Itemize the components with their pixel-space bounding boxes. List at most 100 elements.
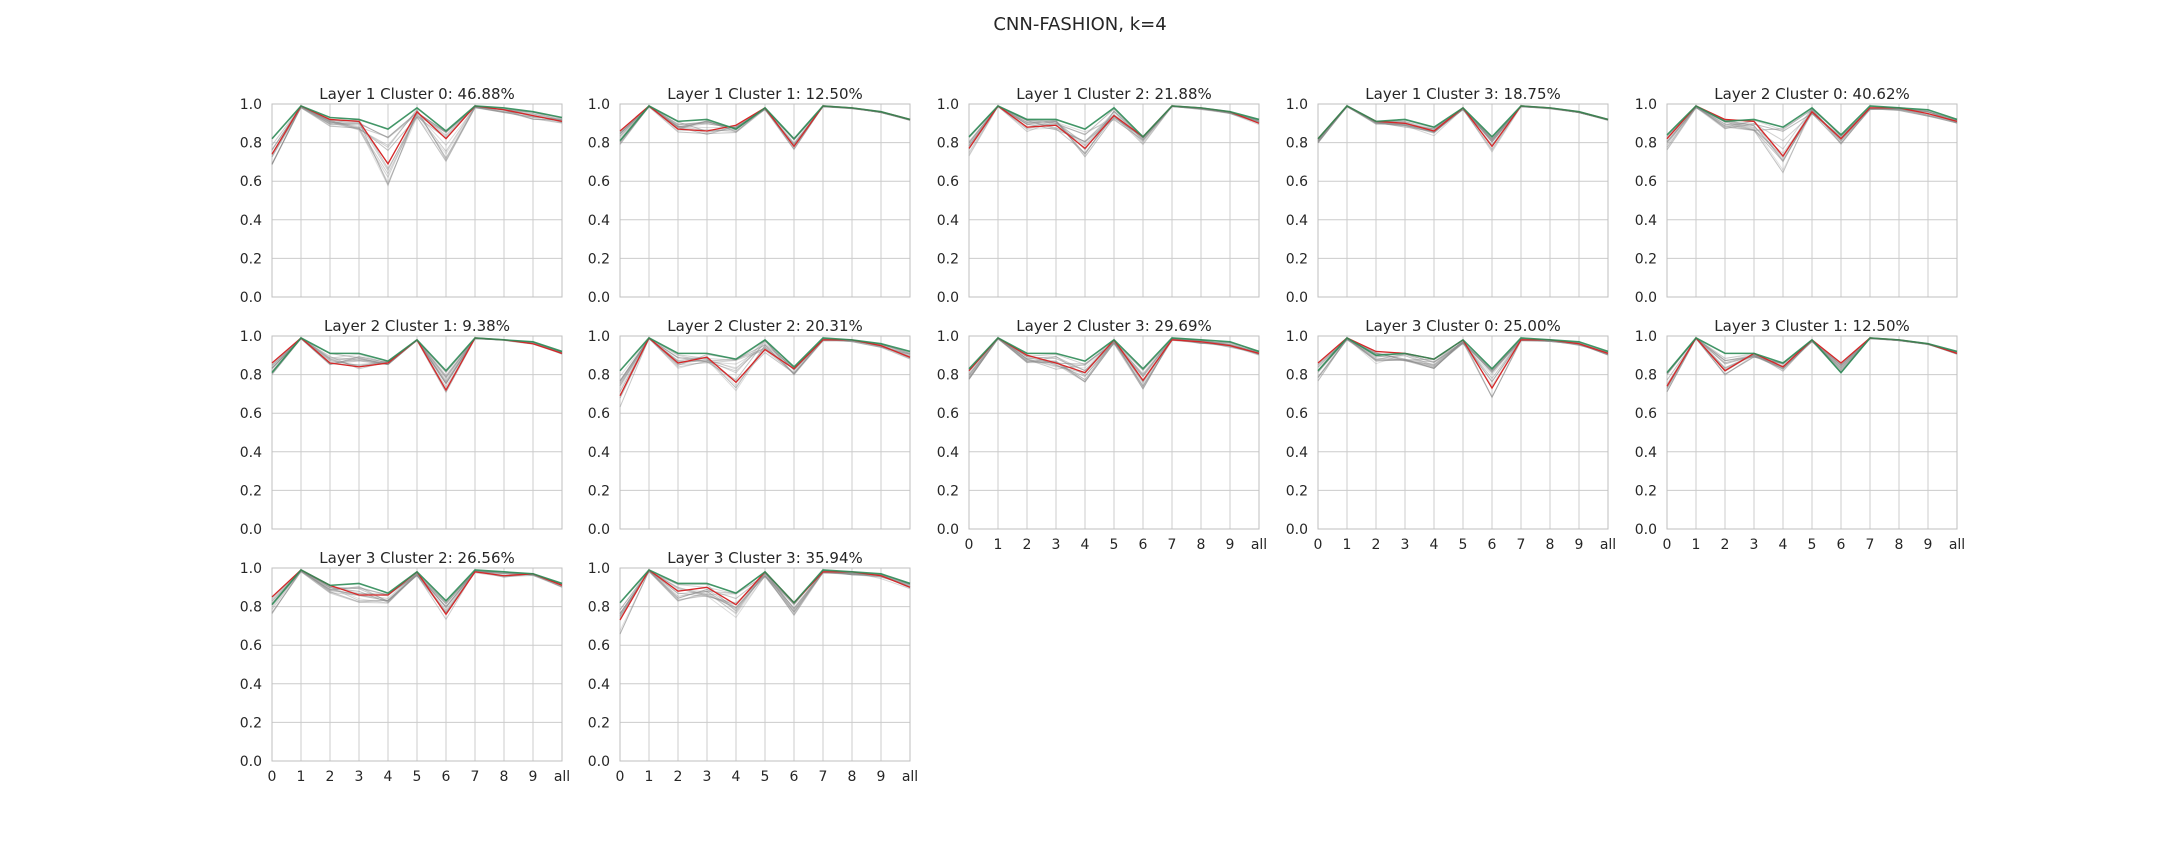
- subplot-10: Layer 3 Cluster 1: 12.50% 0.0 0.2 0.4 0.6 0.8…: [1635, 317, 1965, 553]
- subplot-title: Layer 1 Cluster 0: 46.88%: [319, 85, 514, 103]
- best-line: [1666, 336, 1958, 374]
- x-tick-label: 7: [1866, 537, 1875, 553]
- worst-line: [1666, 105, 1958, 158]
- x-tick-label: 4: [1430, 537, 1439, 553]
- x-tick-label: 5: [413, 769, 422, 785]
- y-tick-label: 0.6: [588, 638, 610, 654]
- member-line: [619, 570, 911, 635]
- x-tick-label: 3: [1052, 537, 1061, 553]
- member-line: [1666, 105, 1958, 145]
- x-tick-label: 7: [819, 769, 828, 785]
- y-tick-label: 0.4: [1635, 213, 1657, 229]
- y-tick-label: 0.0: [240, 754, 262, 770]
- x-tick-label: 2: [1372, 537, 1381, 553]
- subplot-title: Layer 2 Cluster 0: 40.62%: [1714, 85, 1909, 103]
- y-tick-label: 1.0: [1635, 97, 1657, 113]
- member-line: [1666, 105, 1958, 146]
- subplot-frame: [1317, 103, 1609, 298]
- subplot-1: Layer 1 Cluster 0: 46.88% 0.0 0.2 0.4 0.6 0.8…: [240, 85, 563, 306]
- member-line: [619, 569, 911, 617]
- subplot-title: Layer 2 Cluster 3: 29.69%: [1016, 317, 1211, 335]
- y-tick-label: 0.6: [1635, 406, 1657, 422]
- y-tick-label: 0.6: [1286, 174, 1308, 190]
- y-tick-label: 0.0: [1635, 522, 1657, 538]
- best-line: [968, 104, 1260, 138]
- y-tick-label: 0.4: [1286, 445, 1308, 461]
- member-line: [619, 571, 911, 615]
- x-tick-label: 8: [1546, 537, 1555, 553]
- y-tick-label: 1.0: [588, 329, 610, 345]
- subplot-frame: [619, 103, 911, 298]
- subplot-2: Layer 1 Cluster 1: 12.50% 0.0 0.2 0.4 0.6 0.8…: [588, 85, 911, 306]
- x-tick-label: all: [1600, 537, 1616, 553]
- y-tick-label: 1.0: [240, 561, 262, 577]
- member-line: [619, 570, 911, 619]
- subplot-title: Layer 1 Cluster 3: 18.75%: [1365, 85, 1560, 103]
- subplot-4: Layer 1 Cluster 3: 18.75% 0.0 0.2 0.4 0.6 0.8…: [1286, 85, 1609, 306]
- x-tick-label: 2: [1023, 537, 1032, 553]
- best-line: [1317, 336, 1609, 372]
- y-tick-label: 1.0: [588, 561, 610, 577]
- member-line: [271, 106, 563, 162]
- x-tick-label: 6: [1139, 537, 1148, 553]
- y-tick-label: 0.4: [1286, 213, 1308, 229]
- best-line: [619, 104, 911, 142]
- y-tick-label: 0.4: [937, 445, 959, 461]
- x-tick-label: 0: [1663, 537, 1672, 553]
- y-tick-label: 0.2: [588, 715, 610, 731]
- subplot-title: Layer 3 Cluster 1: 12.50%: [1714, 317, 1909, 335]
- x-tick-label: 1: [645, 769, 654, 785]
- y-tick-label: 0.6: [588, 174, 610, 190]
- y-tick-label: 0.4: [240, 445, 262, 461]
- y-tick-label: 0.8: [588, 600, 610, 616]
- member-line: [271, 569, 563, 613]
- subplot-title: Layer 3 Cluster 0: 25.00%: [1365, 317, 1560, 335]
- best-line: [271, 104, 563, 140]
- subplot-9: Layer 3 Cluster 0: 25.00% 0.0 0.2 0.4 0.6 0.8…: [1286, 317, 1616, 553]
- y-tick-label: 0.2: [1286, 483, 1308, 499]
- best-line: [619, 568, 911, 604]
- x-tick-label: 9: [529, 769, 538, 785]
- x-tick-label: 6: [790, 769, 799, 785]
- x-tick-label: 2: [1721, 537, 1730, 553]
- y-tick-label: 0.8: [240, 600, 262, 616]
- x-tick-label: 1: [1692, 537, 1701, 553]
- x-tick-label: all: [1251, 537, 1267, 553]
- y-tick-label: 1.0: [240, 97, 262, 113]
- x-tick-label: 3: [1750, 537, 1759, 553]
- y-tick-label: 0.4: [588, 677, 610, 693]
- y-tick-label: 0.2: [588, 483, 610, 499]
- subplot-5: Layer 2 Cluster 0: 40.62% 0.0 0.2 0.4 0.6 0.8…: [1635, 85, 1958, 306]
- subplot-title: Layer 1 Cluster 2: 21.88%: [1016, 85, 1211, 103]
- subplot-frame: [968, 335, 1260, 530]
- y-tick-label: 1.0: [937, 329, 959, 345]
- x-tick-label: 2: [326, 769, 335, 785]
- y-tick-label: 0.8: [1635, 368, 1657, 384]
- member-line: [271, 569, 563, 610]
- x-tick-label: all: [902, 769, 918, 785]
- y-tick-label: 0.4: [937, 213, 959, 229]
- x-tick-label: 7: [1517, 537, 1526, 553]
- member-line: [619, 570, 911, 612]
- figure-title: CNN-FASHION, k=4: [993, 14, 1167, 35]
- y-tick-label: 0.8: [240, 368, 262, 384]
- y-tick-label: 0.2: [937, 483, 959, 499]
- x-tick-label: 7: [471, 769, 480, 785]
- subplot-title: Layer 2 Cluster 2: 20.31%: [667, 317, 862, 335]
- y-tick-label: 0.2: [240, 715, 262, 731]
- y-tick-label: 0.2: [937, 251, 959, 267]
- y-tick-label: 0.0: [937, 290, 959, 306]
- y-tick-label: 0.8: [588, 136, 610, 152]
- best-line: [271, 336, 563, 374]
- x-tick-label: 4: [384, 769, 393, 785]
- worst-line: [271, 105, 563, 166]
- member-line: [271, 105, 563, 165]
- y-tick-label: 0.4: [240, 213, 262, 229]
- x-tick-label: 5: [761, 769, 770, 785]
- y-tick-label: 0.8: [1635, 136, 1657, 152]
- y-tick-label: 0.2: [1635, 251, 1657, 267]
- subplot-frame: [271, 335, 563, 530]
- x-tick-label: 7: [1168, 537, 1177, 553]
- y-tick-label: 0.8: [937, 136, 959, 152]
- y-tick-label: 0.8: [937, 368, 959, 384]
